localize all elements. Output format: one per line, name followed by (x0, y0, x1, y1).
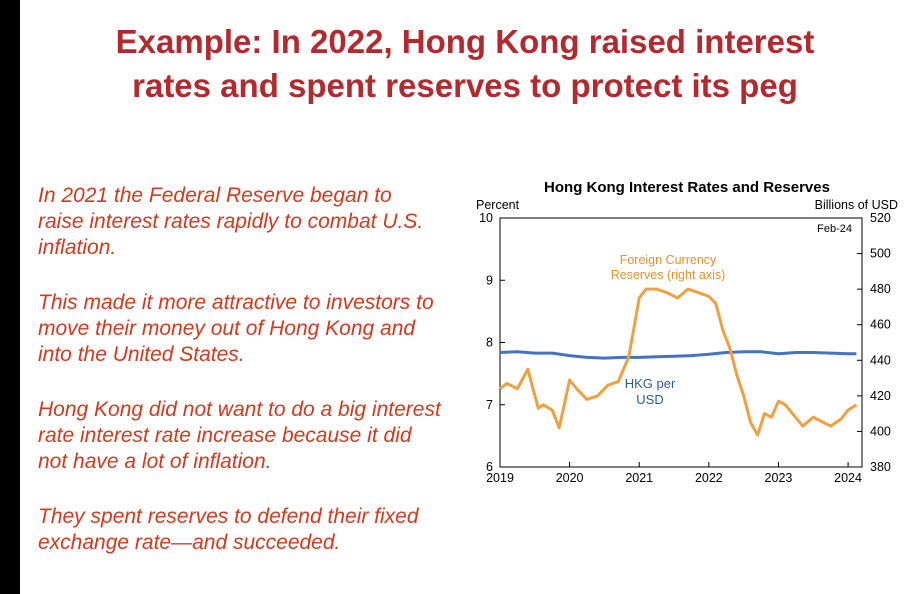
date-note: Feb-24 (817, 223, 852, 235)
slide-title-line-1: Example: In 2022, Hong Kong raised inter… (115, 23, 815, 60)
right-tick-label: 480 (870, 282, 891, 296)
reserves-series-label-line-1: Foreign Currency (620, 253, 717, 267)
paragraph-investors-move-money: This made it more attractive to investor… (38, 290, 478, 368)
hkd-series-label-line-1: HKG per (625, 376, 676, 391)
right-tick-label: 420 (870, 389, 891, 403)
left-tick-label: 6 (486, 460, 493, 474)
paragraph-line: not have a lot of inflation. (38, 450, 272, 473)
interest-rates-reserves-chart: Hong Kong Interest Rates and Reserves Pe… (476, 179, 898, 485)
right-tick-label: 500 (870, 247, 891, 261)
x-tick-label: 2023 (765, 471, 793, 485)
left-tick-label: 10 (479, 211, 493, 225)
paragraph-line: exchange rate—and succeeded. (38, 531, 341, 554)
x-tick-label: 2022 (695, 471, 723, 485)
paragraph-line: rate interest rate increase because it d… (38, 424, 412, 447)
left-tick-label: 7 (486, 398, 493, 412)
paragraph-fed-raises-rates: In 2021 the Federal Reserve began to rai… (38, 183, 478, 261)
slide-left-bar (0, 0, 20, 594)
paragraph-line: This made it more attractive to investor… (38, 291, 434, 314)
paragraph-line: inflation. (38, 236, 117, 259)
right-tick-label: 460 (870, 318, 891, 332)
x-tick-label: 2024 (834, 471, 862, 485)
left-axis-label: Percent (476, 198, 520, 212)
paragraph-line: into the United States. (38, 343, 245, 366)
chart-title: Hong Kong Interest Rates and Reserves (544, 179, 830, 196)
paragraph-line: move their money out of Hong Kong and (38, 317, 416, 340)
paragraph-line: Hong Kong did not want to do a big inter… (38, 398, 441, 421)
hkd-series-label-line-2: USD (636, 392, 663, 407)
x-tick-label: 2021 (625, 471, 653, 485)
paragraph-line: They spent reserves to defend their fixe… (38, 505, 419, 528)
x-axis-ticks: 2019 2020 2021 2022 2023 2024 (486, 462, 862, 485)
right-tick-label: 520 (870, 211, 891, 225)
left-axis-ticks: 6 7 8 9 10 (479, 211, 505, 474)
slide-title-line-2: rates and spent reserves to protect its … (132, 67, 798, 104)
reserves-series-label-line-2: Reserves (right axis) (611, 268, 726, 282)
right-axis-ticks: 380 400 420 440 460 480 500 520 (857, 211, 891, 474)
right-tick-label: 440 (870, 353, 891, 367)
right-tick-label: 400 (870, 424, 891, 438)
paragraph-spent-reserves: They spent reserves to defend their fixe… (38, 504, 478, 556)
slide-title: Example: In 2022, Hong Kong raised inter… (40, 20, 890, 108)
right-tick-label: 380 (870, 460, 891, 474)
left-tick-label: 9 (486, 273, 493, 287)
series-hkd-per-usd-line (499, 350, 857, 360)
right-axis-label: Billions of USD (815, 198, 898, 212)
x-tick-label: 2019 (486, 471, 514, 485)
left-tick-label: 8 (486, 336, 493, 350)
paragraph-line: raise interest rates rapidly to combat U… (38, 210, 424, 233)
paragraph-no-big-increase: Hong Kong did not want to do a big inter… (38, 397, 478, 475)
series-foreign-reserves-line (499, 287, 858, 437)
paragraph-line: In 2021 the Federal Reserve began to (38, 184, 392, 207)
x-tick-label: 2020 (556, 471, 584, 485)
